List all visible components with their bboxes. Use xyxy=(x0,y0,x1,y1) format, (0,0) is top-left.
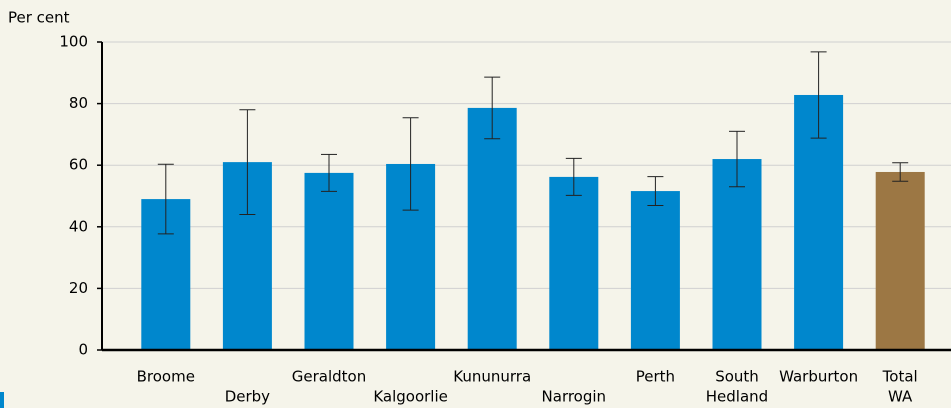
x-tick-label: Broome xyxy=(137,368,195,386)
y-tick-label: 40 xyxy=(69,217,88,235)
y-tick-label: 80 xyxy=(69,94,88,112)
bar xyxy=(712,159,762,350)
y-tick-label: 20 xyxy=(69,279,88,297)
y-tick-label: 0 xyxy=(78,341,88,359)
y-axis-label: Per cent xyxy=(8,9,70,27)
x-tick-label: Kununurra xyxy=(453,368,531,386)
bar xyxy=(875,171,925,350)
x-tick-label: Narrogin xyxy=(542,388,607,406)
x-tick-label: South xyxy=(715,368,759,386)
x-tick-label: Derby xyxy=(225,388,270,406)
bar xyxy=(304,172,354,350)
y-tick-label: 60 xyxy=(69,156,88,174)
x-tick-label: Hedland xyxy=(706,388,768,406)
bar xyxy=(549,176,599,350)
x-tick-label: Warburton xyxy=(779,368,858,386)
y-tick-label: 100 xyxy=(59,33,88,51)
x-tick-label: Total xyxy=(882,368,918,386)
corner-mark xyxy=(0,392,4,408)
x-tick-label: WA xyxy=(888,388,913,406)
bar xyxy=(630,191,680,350)
x-tick-label: Perth xyxy=(636,368,675,386)
x-tick-label: Geraldton xyxy=(292,368,366,386)
bar xyxy=(467,107,517,350)
x-tick-label: Kalgoorlie xyxy=(373,388,448,406)
